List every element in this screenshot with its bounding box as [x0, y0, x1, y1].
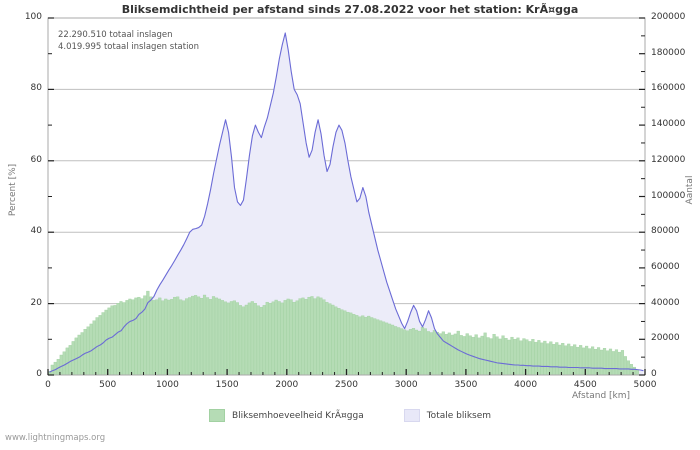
y-tick-label-right: 200000 [651, 12, 686, 22]
legend-item[interactable]: Totale bliksem [403, 409, 492, 422]
y-axis-left-label: Percent [%] [8, 163, 18, 217]
x-tick-label: 3000 [394, 380, 418, 390]
y-tick-label-left: 20 [30, 297, 42, 308]
y-tick-label-right: 80000 [651, 226, 680, 237]
x-axis-label: Afstand [km] [572, 391, 631, 401]
y-tick-label-right: 160000 [651, 83, 686, 94]
legend-swatch-icon [403, 409, 420, 422]
y-tick-label-right: 60000 [651, 261, 680, 272]
x-tick-label: 500 [99, 380, 117, 390]
y-tick-label-left: 60 [30, 154, 42, 165]
x-tick-label: 0 [45, 380, 51, 390]
y-tick-label-right: 20000 [651, 333, 680, 344]
y-tick-label-left: 0 [36, 369, 42, 379]
bliksemhoeveelheid-bars [47, 290, 639, 376]
y-tick-label-right: 120000 [651, 154, 686, 165]
totale-bliksem-line [49, 32, 644, 373]
y-tick-label-right: 100000 [651, 190, 686, 201]
x-tick-label: 1500 [215, 380, 239, 390]
y-tick-label-left: 100 [24, 12, 42, 22]
x-tick-label: 4000 [514, 380, 538, 390]
chart-title: Bliksemdichtheid per afstand sinds 27.08… [121, 3, 579, 16]
y-tick-label-right: 40000 [651, 297, 680, 308]
legend-swatch-icon [208, 409, 225, 422]
y-tick-label-right: 140000 [651, 119, 686, 130]
y-tick-label-left: 40 [30, 226, 42, 237]
legend-item-label: Bliksemhoeveelheid KrÃ¤gga [231, 410, 364, 421]
x-tick-label: 4500 [573, 380, 597, 390]
y-tick-label-right: 0 [651, 369, 657, 379]
x-tick-label: 2000 [275, 380, 299, 390]
x-tick-label: 3500 [454, 380, 478, 390]
chart-legend: Bliksemhoeveelheid KrÃ¤gga Totale bliksem [0, 409, 700, 422]
x-tick-label: 2500 [335, 380, 358, 390]
annotation-total-strokes: 22.290.510 totaal inslagen [58, 30, 173, 40]
y-tick-label-left: 80 [30, 83, 42, 94]
totale-bliksem-area [49, 32, 644, 376]
watermark: www.lightningmaps.org [5, 433, 106, 443]
y-tick-label-right: 180000 [651, 47, 686, 58]
legend-item[interactable]: Bliksemhoeveelheid KrÃ¤gga [208, 409, 364, 422]
x-tick-label: 5000 [633, 380, 657, 390]
annotation-station-strokes: 4.019.995 totaal inslagen station [58, 42, 200, 52]
x-tick-label: 1000 [155, 380, 179, 390]
legend-item-label: Totale bliksem [426, 410, 492, 421]
